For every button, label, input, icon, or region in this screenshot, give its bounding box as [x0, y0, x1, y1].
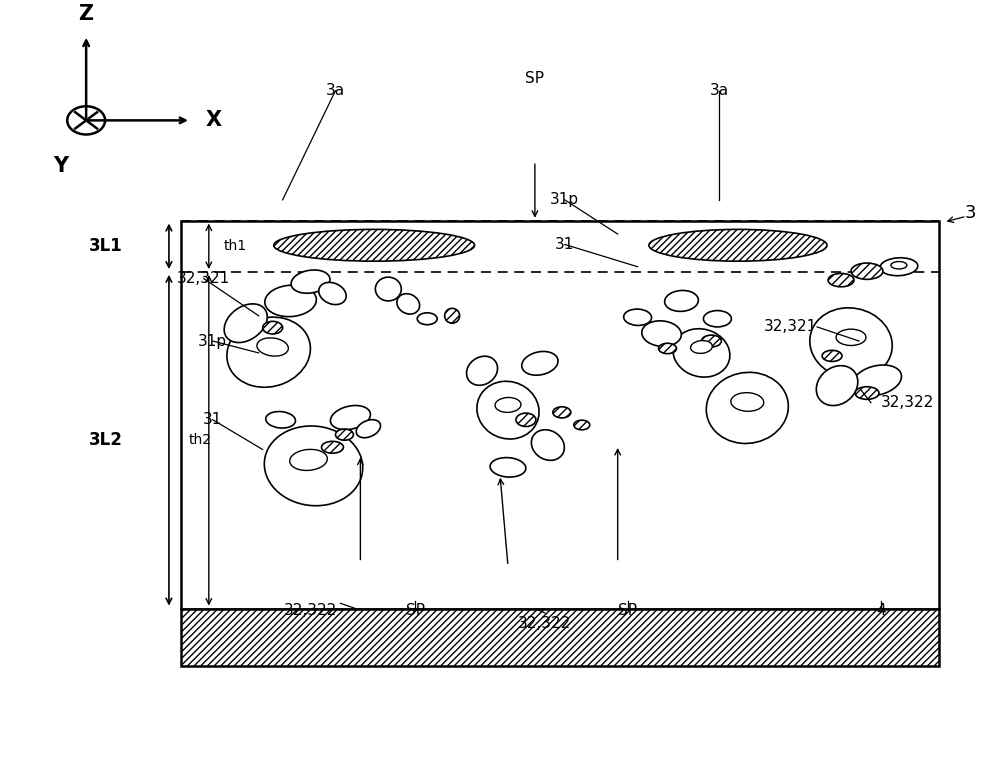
Text: 31: 31	[203, 413, 222, 427]
Text: 3a: 3a	[326, 83, 345, 98]
Text: 31p: 31p	[198, 334, 227, 348]
Bar	[181, 221, 939, 609]
Ellipse shape	[659, 343, 677, 354]
Ellipse shape	[701, 335, 721, 347]
Ellipse shape	[691, 341, 712, 354]
Ellipse shape	[822, 350, 842, 362]
Ellipse shape	[330, 406, 370, 430]
Bar	[181, 609, 939, 666]
Text: th2: th2	[189, 433, 212, 447]
Text: 32,322: 32,322	[518, 616, 572, 631]
Ellipse shape	[266, 412, 295, 428]
Ellipse shape	[375, 277, 401, 301]
Ellipse shape	[335, 429, 353, 441]
Ellipse shape	[397, 294, 420, 314]
Ellipse shape	[321, 441, 343, 453]
Ellipse shape	[665, 291, 698, 311]
Ellipse shape	[828, 273, 854, 287]
Ellipse shape	[516, 413, 536, 426]
Ellipse shape	[852, 365, 902, 396]
Ellipse shape	[703, 310, 731, 327]
Ellipse shape	[574, 420, 590, 430]
Ellipse shape	[495, 397, 521, 413]
Ellipse shape	[467, 357, 498, 385]
Text: 32,322: 32,322	[881, 395, 934, 410]
Ellipse shape	[224, 304, 267, 343]
Text: SP: SP	[618, 603, 637, 618]
Ellipse shape	[851, 263, 883, 279]
Text: 32,322: 32,322	[284, 603, 337, 618]
Ellipse shape	[816, 366, 858, 406]
Ellipse shape	[522, 351, 558, 375]
Ellipse shape	[265, 285, 316, 316]
Ellipse shape	[477, 382, 539, 439]
Text: 31: 31	[555, 237, 575, 252]
Text: 3L2: 3L2	[89, 431, 123, 449]
Ellipse shape	[880, 258, 918, 276]
Ellipse shape	[731, 393, 764, 411]
Ellipse shape	[227, 317, 310, 388]
Ellipse shape	[319, 282, 346, 304]
Ellipse shape	[417, 313, 437, 325]
Ellipse shape	[291, 270, 330, 293]
Text: SP: SP	[406, 603, 425, 618]
Text: X: X	[206, 111, 222, 130]
Ellipse shape	[673, 329, 730, 377]
Text: 4: 4	[876, 603, 886, 618]
Ellipse shape	[624, 309, 652, 326]
Ellipse shape	[836, 329, 866, 345]
Ellipse shape	[257, 338, 288, 356]
Ellipse shape	[264, 426, 363, 506]
Ellipse shape	[649, 229, 827, 261]
Ellipse shape	[706, 372, 788, 444]
Text: 31p: 31p	[550, 192, 579, 207]
Text: 3a: 3a	[710, 83, 729, 98]
Text: 3: 3	[965, 204, 976, 223]
Text: 32,321: 32,321	[177, 271, 230, 286]
Ellipse shape	[274, 229, 475, 261]
Ellipse shape	[642, 321, 681, 347]
Text: 32,321: 32,321	[764, 319, 817, 335]
Ellipse shape	[810, 308, 892, 378]
Text: Z: Z	[79, 4, 94, 23]
Ellipse shape	[855, 387, 879, 400]
Ellipse shape	[531, 430, 564, 460]
Ellipse shape	[553, 407, 571, 418]
Text: SP: SP	[525, 70, 544, 86]
Text: th1: th1	[224, 239, 247, 254]
Ellipse shape	[891, 261, 907, 269]
Ellipse shape	[356, 419, 380, 438]
Ellipse shape	[290, 450, 327, 470]
Text: 3L1: 3L1	[89, 237, 123, 255]
Ellipse shape	[490, 457, 526, 477]
Text: Y: Y	[54, 156, 69, 176]
Ellipse shape	[263, 322, 283, 334]
Ellipse shape	[445, 308, 460, 323]
